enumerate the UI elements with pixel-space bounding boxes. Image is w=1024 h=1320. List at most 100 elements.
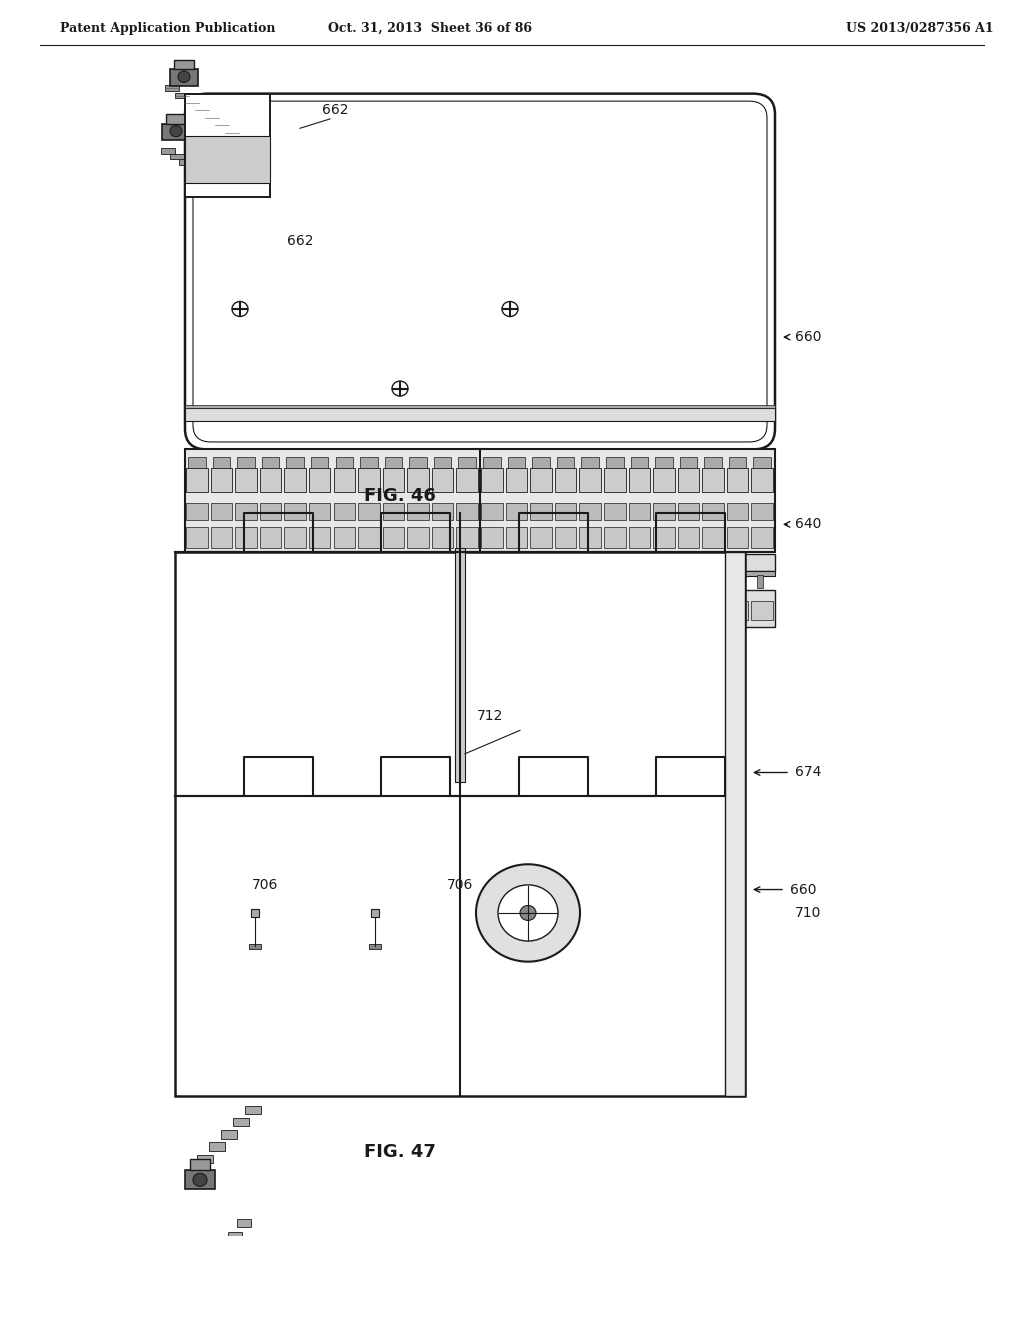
Bar	[358, 503, 380, 520]
Bar	[285, 601, 306, 620]
Bar	[530, 527, 552, 548]
Bar	[228, 1233, 242, 1239]
Bar	[211, 503, 232, 520]
Circle shape	[193, 1173, 207, 1187]
Bar	[334, 469, 355, 491]
Bar	[629, 503, 650, 520]
Bar	[233, 1118, 249, 1126]
Bar	[532, 457, 550, 469]
Bar	[702, 601, 724, 620]
Bar	[287, 457, 304, 469]
Bar	[752, 601, 773, 620]
Bar	[211, 601, 232, 620]
Bar	[506, 469, 527, 491]
Bar	[385, 457, 402, 469]
Bar	[481, 601, 503, 620]
Bar	[408, 469, 429, 491]
Bar	[383, 601, 404, 620]
Bar	[530, 601, 552, 620]
Bar	[190, 1159, 210, 1171]
Bar	[226, 576, 232, 587]
Text: 662: 662	[287, 234, 313, 248]
Bar	[433, 576, 439, 587]
Bar	[604, 601, 626, 620]
Bar	[186, 469, 208, 491]
Bar	[604, 527, 626, 548]
Bar	[236, 469, 257, 491]
Bar	[432, 601, 454, 620]
Text: FIG. 47: FIG. 47	[365, 1143, 436, 1160]
Bar	[653, 503, 675, 520]
Text: 662: 662	[322, 103, 348, 117]
Bar	[653, 527, 675, 548]
Bar	[639, 576, 645, 587]
Bar	[408, 527, 429, 548]
Bar	[260, 469, 282, 491]
Bar	[727, 576, 733, 587]
Bar	[260, 601, 282, 620]
Bar	[481, 503, 503, 520]
Text: 706: 706	[252, 878, 279, 892]
Bar	[432, 527, 454, 548]
Bar	[457, 503, 478, 520]
Bar	[752, 527, 773, 548]
Bar	[185, 136, 270, 182]
Bar	[403, 576, 410, 587]
Bar	[680, 457, 697, 469]
Bar	[678, 469, 699, 491]
Bar	[580, 469, 601, 491]
Bar	[186, 503, 208, 520]
Bar	[166, 115, 186, 124]
Bar	[702, 469, 724, 491]
Bar	[197, 170, 211, 176]
Bar	[582, 457, 599, 469]
Bar	[580, 527, 601, 548]
Bar	[369, 944, 381, 949]
Bar	[457, 469, 478, 491]
Bar	[179, 160, 193, 165]
Text: 706: 706	[446, 878, 473, 892]
Bar	[236, 601, 257, 620]
Bar	[260, 503, 282, 520]
Bar	[175, 92, 189, 98]
Text: US 2013/0287356 A1: US 2013/0287356 A1	[846, 21, 994, 34]
Bar	[256, 576, 262, 587]
Bar	[249, 944, 261, 949]
Circle shape	[170, 125, 182, 137]
Bar	[481, 469, 503, 491]
Bar	[236, 503, 257, 520]
Bar	[653, 469, 675, 491]
Bar	[432, 503, 454, 520]
Bar	[205, 115, 219, 121]
Text: Patent Application Publication: Patent Application Publication	[60, 21, 275, 34]
Bar	[206, 176, 220, 182]
Bar	[185, 408, 775, 421]
Bar	[360, 457, 378, 469]
Text: 660: 660	[795, 330, 821, 345]
Bar	[251, 909, 259, 916]
Bar	[462, 576, 468, 587]
Bar	[580, 601, 601, 620]
Bar	[344, 576, 350, 587]
Bar	[309, 503, 331, 520]
Bar	[604, 469, 626, 491]
Bar	[185, 554, 775, 572]
Text: 660: 660	[790, 883, 816, 896]
Bar	[629, 527, 650, 548]
Bar	[358, 601, 380, 620]
Bar	[213, 457, 230, 469]
Bar	[221, 1130, 237, 1139]
Bar	[631, 457, 648, 469]
Bar	[185, 572, 775, 576]
Bar	[506, 503, 527, 520]
Bar	[629, 601, 650, 620]
Bar	[334, 601, 355, 620]
Bar	[727, 601, 749, 620]
Bar	[260, 527, 282, 548]
Bar	[629, 469, 650, 491]
Bar	[551, 576, 557, 587]
Bar	[457, 527, 478, 548]
Bar	[215, 182, 229, 187]
Bar	[236, 527, 257, 548]
Bar	[754, 457, 771, 469]
